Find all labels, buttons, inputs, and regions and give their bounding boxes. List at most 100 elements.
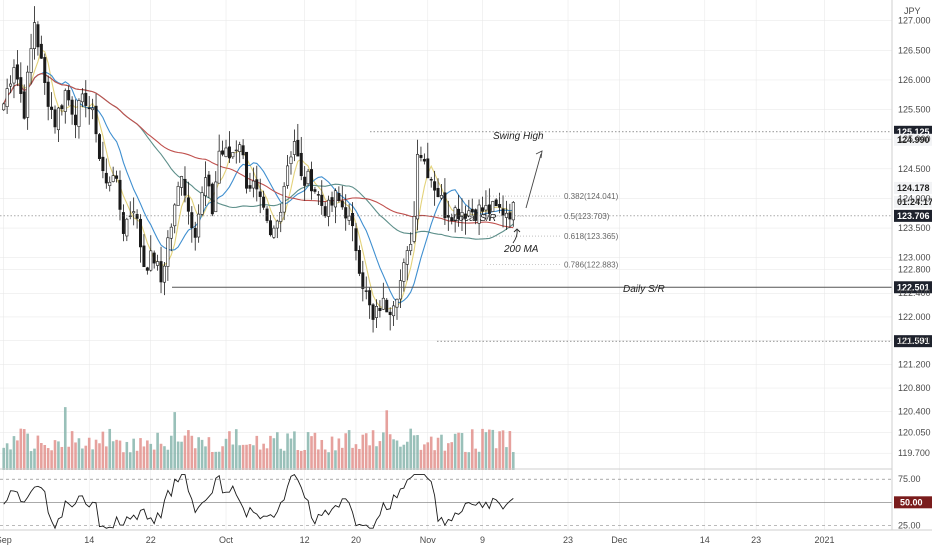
candle[interactable] xyxy=(241,139,245,160)
candle[interactable] xyxy=(416,139,420,231)
candle[interactable] xyxy=(200,186,204,216)
candle[interactable] xyxy=(104,158,108,189)
candle[interactable] xyxy=(262,190,266,210)
candle[interactable] xyxy=(402,258,406,292)
candle[interactable] xyxy=(368,287,372,319)
candle[interactable] xyxy=(296,123,300,157)
candle[interactable] xyxy=(15,50,19,87)
fib-levels[interactable]: 0.382(124.041) 0.5(123.703) 0.618(123.365)… xyxy=(487,150,619,270)
candle[interactable] xyxy=(511,201,515,227)
candle[interactable] xyxy=(87,96,91,125)
candle[interactable] xyxy=(12,59,16,99)
candle[interactable] xyxy=(275,219,279,239)
candle[interactable] xyxy=(166,230,170,281)
candle[interactable] xyxy=(364,276,368,300)
candle[interactable] xyxy=(132,197,136,226)
candle[interactable] xyxy=(258,178,262,214)
candle[interactable] xyxy=(378,300,382,318)
candle[interactable] xyxy=(214,171,218,213)
candle[interactable] xyxy=(53,105,57,134)
candle[interactable] xyxy=(111,166,115,183)
candle[interactable] xyxy=(484,190,488,219)
candle[interactable] xyxy=(231,152,235,159)
candle[interactable] xyxy=(351,202,355,242)
candle[interactable] xyxy=(439,183,443,201)
candle[interactable] xyxy=(142,234,146,268)
candle[interactable] xyxy=(422,153,426,165)
candle[interactable] xyxy=(323,201,327,218)
candle[interactable] xyxy=(333,188,337,224)
candle[interactable] xyxy=(32,6,36,60)
candle[interactable] xyxy=(183,166,187,203)
candle[interactable] xyxy=(255,165,259,202)
candle[interactable] xyxy=(467,199,471,218)
candle[interactable] xyxy=(398,269,402,308)
candle[interactable] xyxy=(436,178,440,198)
candle[interactable] xyxy=(135,209,139,229)
candle[interactable] xyxy=(313,186,317,194)
candle[interactable] xyxy=(145,266,149,275)
candle[interactable] xyxy=(371,303,375,333)
candle[interactable] xyxy=(405,246,409,281)
candle[interactable] xyxy=(80,88,84,108)
candle[interactable] xyxy=(207,170,211,199)
candle[interactable] xyxy=(450,213,454,225)
candle[interactable] xyxy=(43,53,47,95)
candle[interactable] xyxy=(453,205,457,233)
candle[interactable] xyxy=(306,168,310,186)
candle[interactable] xyxy=(504,200,508,230)
candle[interactable] xyxy=(173,203,177,234)
candle[interactable] xyxy=(101,141,105,179)
candle[interactable] xyxy=(5,78,9,114)
candle[interactable] xyxy=(186,181,190,225)
candle[interactable] xyxy=(320,180,324,215)
candle[interactable] xyxy=(303,166,307,201)
candle[interactable] xyxy=(67,85,71,106)
candle[interactable] xyxy=(56,106,60,143)
candle[interactable] xyxy=(279,203,283,233)
candle[interactable] xyxy=(180,175,184,196)
candle[interactable] xyxy=(429,176,433,188)
candle[interactable] xyxy=(149,235,153,272)
candle[interactable] xyxy=(392,301,396,327)
candle[interactable] xyxy=(327,195,331,227)
candle[interactable] xyxy=(433,170,437,206)
candle[interactable] xyxy=(70,96,74,125)
price-candles[interactable] xyxy=(2,6,515,333)
candle[interactable] xyxy=(330,191,334,212)
candle[interactable] xyxy=(245,151,249,194)
candle[interactable] xyxy=(176,181,180,206)
candle[interactable] xyxy=(193,221,197,251)
candle[interactable] xyxy=(361,260,365,302)
candle[interactable] xyxy=(46,75,50,121)
candle[interactable] xyxy=(108,176,112,192)
candle[interactable] xyxy=(156,254,160,271)
candle[interactable] xyxy=(357,245,361,277)
candle[interactable] xyxy=(426,142,430,179)
candle[interactable] xyxy=(501,195,505,228)
candle[interactable] xyxy=(29,33,33,85)
candle[interactable] xyxy=(36,21,40,56)
candle[interactable] xyxy=(190,206,194,243)
candle[interactable] xyxy=(292,129,296,162)
candle[interactable] xyxy=(272,225,276,239)
candle[interactable] xyxy=(91,98,95,120)
candle[interactable] xyxy=(224,139,228,158)
candle[interactable] xyxy=(234,140,238,164)
candle[interactable] xyxy=(344,194,348,231)
candle[interactable] xyxy=(299,136,303,181)
candle[interactable] xyxy=(152,250,156,269)
candle[interactable] xyxy=(169,223,173,252)
annotations[interactable]: Swing High Local S/R 200 MA Daily S/R JP… xyxy=(453,6,921,295)
candle[interactable] xyxy=(2,102,6,111)
candle[interactable] xyxy=(487,188,491,221)
candle[interactable] xyxy=(159,246,163,294)
candle[interactable] xyxy=(388,307,392,331)
candle[interactable] xyxy=(50,92,54,120)
candle[interactable] xyxy=(74,99,78,139)
candle[interactable] xyxy=(84,80,88,118)
candle[interactable] xyxy=(419,146,423,162)
